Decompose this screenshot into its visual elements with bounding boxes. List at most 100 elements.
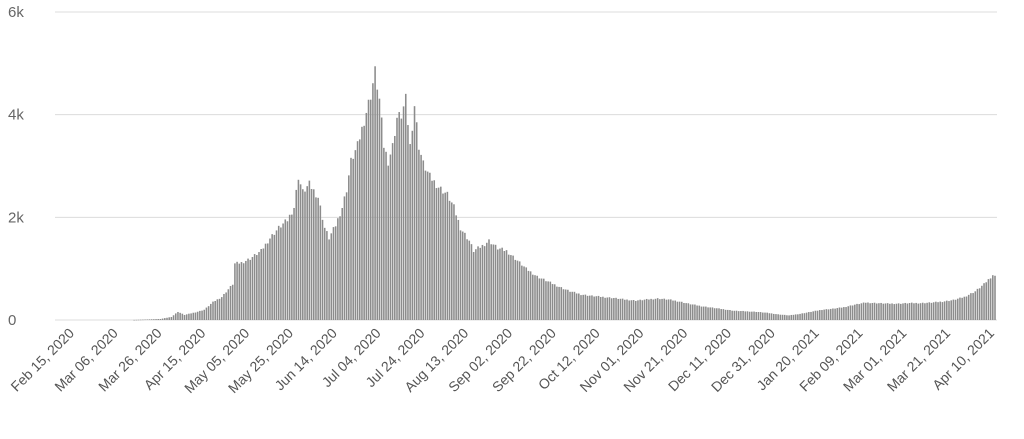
bar — [628, 300, 630, 320]
bar — [845, 307, 847, 320]
bar — [943, 301, 946, 320]
bar — [882, 303, 885, 320]
bar — [608, 297, 611, 320]
bar — [976, 288, 979, 320]
bar — [711, 307, 714, 320]
y-tick-label: 0 — [8, 312, 16, 329]
bar — [457, 219, 460, 320]
bar — [661, 298, 663, 320]
bar — [494, 244, 497, 320]
bar — [645, 298, 648, 320]
bar — [632, 300, 635, 320]
bar — [766, 312, 768, 320]
bar — [220, 297, 223, 320]
bar — [779, 314, 782, 320]
bar — [411, 130, 414, 320]
bar — [409, 144, 411, 320]
bar — [415, 122, 418, 321]
bar — [567, 289, 569, 320]
bar — [691, 304, 694, 320]
bar — [242, 263, 245, 320]
bar — [917, 303, 920, 320]
bar — [987, 279, 990, 320]
bar — [435, 188, 438, 320]
bar — [810, 311, 812, 320]
bar — [367, 99, 370, 320]
bar — [231, 284, 234, 320]
bar — [665, 299, 668, 320]
bar — [553, 284, 556, 320]
bar — [492, 244, 495, 320]
bar — [444, 192, 446, 320]
bar — [895, 303, 898, 320]
bar — [538, 278, 541, 320]
bar — [878, 303, 880, 320]
bar — [656, 298, 659, 320]
bar — [735, 310, 738, 320]
bar — [547, 281, 549, 320]
bar — [825, 309, 828, 320]
bar — [247, 258, 249, 320]
bar — [402, 106, 405, 320]
bar — [459, 230, 462, 320]
bar — [814, 310, 817, 320]
bar — [262, 248, 265, 320]
bar — [713, 308, 716, 320]
bar — [321, 219, 324, 320]
bar — [985, 282, 988, 320]
bar — [273, 234, 276, 320]
bar — [477, 246, 479, 320]
bar — [928, 302, 931, 320]
bar — [196, 311, 199, 320]
bar — [448, 200, 451, 320]
bar — [461, 231, 464, 320]
bar — [873, 302, 876, 320]
bar — [470, 244, 473, 320]
bar — [426, 171, 429, 320]
bar — [921, 302, 924, 320]
bar — [880, 302, 882, 320]
bar — [737, 311, 740, 320]
bar — [700, 306, 703, 320]
bar — [694, 304, 696, 320]
bar — [205, 307, 208, 320]
bar — [256, 255, 258, 320]
bar — [709, 307, 712, 320]
bar — [974, 291, 977, 320]
bar — [446, 191, 449, 320]
bar — [617, 298, 620, 320]
bar — [185, 314, 188, 320]
bar — [707, 307, 709, 320]
bar — [529, 271, 532, 320]
bar — [545, 281, 547, 320]
bar — [238, 263, 241, 320]
bar — [350, 157, 352, 320]
bar — [512, 255, 514, 320]
bar — [667, 299, 670, 320]
bar — [532, 274, 534, 320]
bar — [816, 310, 819, 320]
bar — [950, 300, 952, 320]
bar — [801, 313, 804, 320]
bar — [157, 319, 160, 320]
bar — [992, 275, 994, 320]
bar — [783, 314, 786, 320]
bar — [385, 151, 387, 320]
bar — [214, 301, 216, 320]
bar — [733, 310, 736, 320]
bar — [365, 112, 368, 320]
bar — [148, 319, 151, 320]
bar — [792, 314, 795, 320]
bar — [332, 227, 335, 320]
bar — [593, 296, 595, 320]
bar — [604, 297, 606, 320]
bar — [867, 302, 869, 320]
bar — [680, 301, 683, 320]
bar — [696, 305, 698, 320]
bar — [858, 304, 860, 320]
bar — [893, 304, 896, 320]
bar — [501, 247, 503, 320]
bar — [643, 299, 646, 320]
bar — [514, 259, 517, 320]
bar — [959, 297, 961, 320]
